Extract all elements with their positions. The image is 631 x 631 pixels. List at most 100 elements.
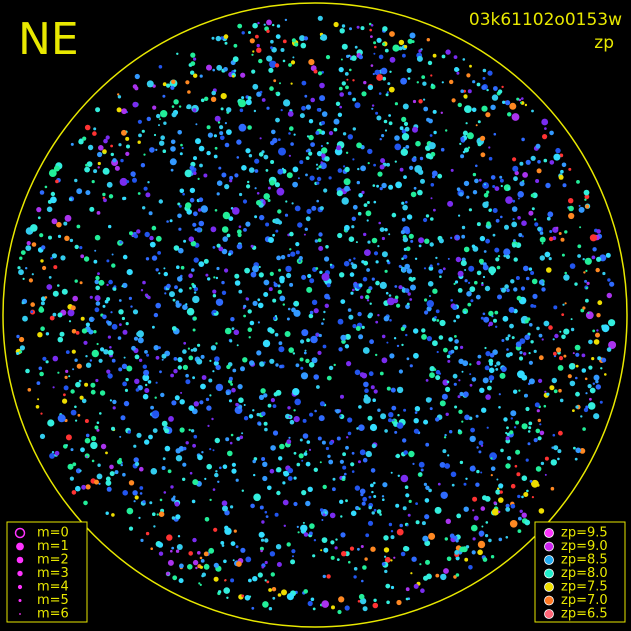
- star: [524, 319, 529, 324]
- star: [190, 429, 195, 433]
- star: [561, 253, 565, 257]
- star: [533, 349, 537, 353]
- star: [303, 351, 307, 355]
- star: [132, 177, 137, 183]
- star: [83, 256, 90, 262]
- star: [503, 417, 508, 422]
- star: [215, 35, 221, 42]
- star: [77, 413, 81, 417]
- star: [201, 451, 204, 454]
- star: [286, 317, 290, 321]
- star: [533, 304, 537, 308]
- star: [581, 353, 586, 358]
- star: [537, 436, 542, 441]
- star: [403, 408, 407, 412]
- star: [275, 117, 280, 123]
- star: [585, 204, 590, 209]
- star: [277, 289, 282, 295]
- star: [401, 133, 410, 141]
- star: [182, 349, 187, 354]
- star: [220, 541, 225, 545]
- star: [418, 99, 423, 104]
- star: [238, 289, 243, 294]
- star: [239, 108, 244, 113]
- star: [351, 451, 355, 455]
- magnitude-label: m=1: [37, 539, 69, 554]
- star: [374, 69, 381, 76]
- star: [558, 232, 562, 235]
- star: [423, 98, 426, 101]
- star: [76, 188, 83, 195]
- star: [72, 295, 78, 302]
- star: [269, 271, 274, 276]
- star: [344, 472, 347, 476]
- star: [276, 467, 282, 473]
- star: [321, 147, 328, 154]
- star: [197, 454, 203, 461]
- star: [573, 446, 576, 450]
- star: [103, 349, 109, 355]
- star: [143, 153, 146, 156]
- star: [190, 240, 197, 247]
- star: [257, 298, 261, 302]
- star: [517, 197, 520, 200]
- star: [491, 315, 494, 318]
- star: [152, 512, 156, 516]
- star: [42, 356, 47, 361]
- star: [378, 92, 382, 95]
- star: [445, 129, 448, 132]
- star: [530, 340, 534, 344]
- star: [259, 214, 265, 221]
- star: [499, 175, 503, 179]
- star: [371, 237, 378, 244]
- star: [470, 299, 474, 303]
- star: [460, 89, 465, 93]
- star: [396, 386, 404, 394]
- star: [352, 204, 358, 210]
- star: [389, 31, 395, 37]
- star: [185, 441, 189, 445]
- star: [318, 415, 325, 422]
- star: [420, 588, 425, 593]
- star: [395, 503, 400, 508]
- star: [107, 321, 112, 326]
- star: [121, 129, 127, 136]
- star: [372, 398, 377, 403]
- star: [413, 328, 419, 334]
- star: [179, 399, 185, 405]
- star: [280, 48, 285, 52]
- star: [305, 216, 311, 222]
- star: [204, 517, 210, 522]
- star: [480, 506, 486, 511]
- star: [380, 158, 386, 164]
- star: [530, 271, 535, 275]
- star: [210, 345, 217, 351]
- star: [60, 255, 66, 261]
- star: [484, 183, 486, 186]
- star: [297, 177, 300, 180]
- star: [452, 304, 458, 310]
- star: [125, 151, 130, 156]
- star: [404, 263, 411, 270]
- star: [275, 34, 281, 39]
- star: [48, 235, 52, 240]
- star: [366, 268, 370, 272]
- star: [349, 272, 355, 277]
- star: [71, 329, 77, 334]
- star: [108, 279, 113, 285]
- star: [232, 56, 239, 63]
- star: [527, 442, 531, 446]
- star: [212, 488, 216, 491]
- star: [493, 132, 497, 136]
- star: [493, 86, 498, 91]
- star: [502, 100, 506, 105]
- star: [149, 235, 154, 241]
- star: [360, 295, 364, 299]
- star: [256, 47, 262, 53]
- star: [90, 441, 98, 450]
- star: [413, 583, 419, 589]
- star: [359, 449, 366, 456]
- star: [245, 99, 252, 106]
- star: [367, 520, 374, 526]
- star: [427, 60, 433, 66]
